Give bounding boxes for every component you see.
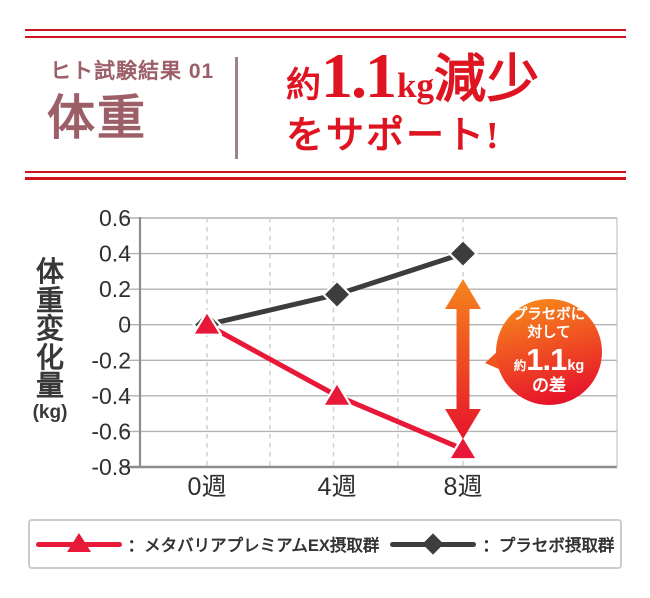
page-title: 体重 <box>47 92 148 145</box>
headline-value: 1.1 <box>321 40 397 111</box>
y-axis-unit: (kg) <box>32 402 68 423</box>
badge-value-row: 約 1.1 kg <box>514 344 585 375</box>
svg-text:0.2: 0.2 <box>99 276 131 302</box>
headline-row2: をサポート! <box>286 115 501 157</box>
x-category-labels: 0週 4週 8週 <box>188 473 483 501</box>
headline-row1: 約 1.1 kg 減少 <box>286 40 562 111</box>
gridlines <box>123 217 618 469</box>
headline-prefix: 約 <box>286 66 322 105</box>
placebo-line-sample <box>390 533 477 555</box>
legend-item-placebo: ：プラセボ摂取群 <box>390 532 614 556</box>
svg-text:-0.8: -0.8 <box>91 454 131 480</box>
top-double-rule-1 <box>25 29 626 32</box>
svg-text:0: 0 <box>118 312 131 338</box>
badge-value: 1.1 <box>526 342 567 378</box>
svg-text:-0.6: -0.6 <box>91 418 131 444</box>
header-divider <box>235 57 238 159</box>
badge-suffix: の差 <box>532 376 566 396</box>
svg-text:0.6: 0.6 <box>99 205 131 231</box>
badge-value-prefix: 約 <box>513 359 527 374</box>
svg-text:0週: 0週 <box>188 473 227 501</box>
badge-line1: プラセボに <box>512 307 586 324</box>
headline-suffix: 減少 <box>433 52 540 109</box>
top-double-rule-2 <box>25 35 626 39</box>
badge-value-unit: kg <box>567 358 585 375</box>
bottom-double-rule-2 <box>25 177 626 180</box>
svg-text:-0.4: -0.4 <box>91 383 131 409</box>
bottom-double-rule-1 <box>25 170 626 173</box>
y-axis-label: 体重変化量 <box>35 256 64 402</box>
difference-badge: プラセボに 対して 約 1.1 kg の差 <box>496 299 602 405</box>
legend-label-placebo: ：プラセボ摂取群 <box>482 537 615 555</box>
product-line-sample <box>35 532 122 552</box>
result-kicker: ヒト試験結果 01 <box>50 60 215 83</box>
legend-item-product: ：メタバリアプレミアムEX摂取群 <box>35 532 380 556</box>
svg-text:0.4: 0.4 <box>99 241 131 267</box>
headline-unit: kg <box>397 66 434 105</box>
badge-line2: 対して <box>527 324 571 341</box>
svg-text:4週: 4週 <box>318 473 357 501</box>
chart-legend: ：メタバリアプレミアムEX摂取群 ：プラセボ摂取群 <box>28 519 622 569</box>
difference-arrow <box>445 279 481 439</box>
headline: 約 1.1 kg 減少 をサポート! <box>286 40 562 157</box>
y-tick-labels: 0.6 0.4 0.2 0 -0.2 -0.4 -0.6 -0.8 <box>91 205 131 480</box>
triangle-marker-icon <box>66 532 91 552</box>
diamond-marker-icon <box>422 533 445 555</box>
series-product <box>191 310 479 461</box>
svg-text:-0.2: -0.2 <box>91 347 131 373</box>
svg-text:8週: 8週 <box>444 473 483 501</box>
legend-label-product: ：メタバリアプレミアムEX摂取群 <box>127 537 380 555</box>
